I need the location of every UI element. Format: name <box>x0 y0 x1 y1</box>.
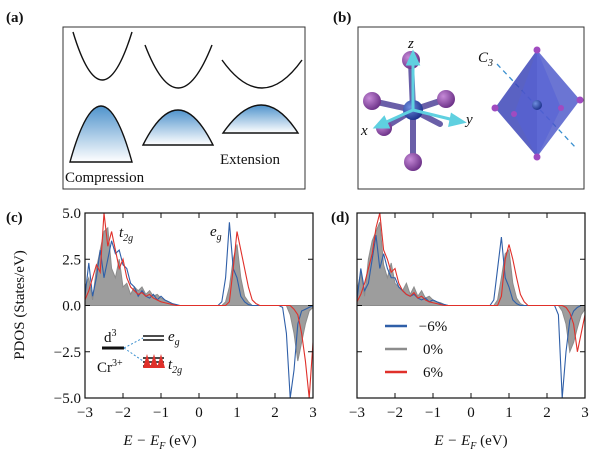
area <box>85 226 313 362</box>
x-tick-label: 3 <box>309 405 317 421</box>
x-tick-label: −2 <box>387 405 403 421</box>
line <box>85 213 313 398</box>
line <box>85 222 313 398</box>
panel-frame <box>62 26 306 190</box>
x-tick-label: 1 <box>505 405 513 421</box>
x-tick-label: −3 <box>349 405 365 421</box>
x-tick-label: −1 <box>425 405 441 421</box>
x-tick-label: −1 <box>153 405 169 421</box>
label: Extension <box>220 152 280 168</box>
inset-label: d3 <box>104 328 117 346</box>
panel-label: (d) <box>331 210 349 226</box>
octahedron-ball-stick <box>363 49 467 171</box>
y-tick-label: −5.0 <box>54 391 81 407</box>
y-axis-label: PDOS (States/eV) <box>12 250 28 360</box>
axis-name: x <box>360 123 368 139</box>
legend-label: 0% <box>423 342 443 358</box>
line <box>357 213 585 352</box>
annotation: t2g <box>119 225 133 244</box>
x-axis-label: E − EF (eV) <box>122 433 196 452</box>
series-group <box>85 213 313 398</box>
y-tick-label: 5.0 <box>62 206 81 222</box>
x-tick-label: 3 <box>581 405 589 421</box>
legend-label: −6% <box>419 319 447 335</box>
label: Compression <box>65 170 145 186</box>
axis-name: C3 <box>478 50 493 69</box>
x-tick-label: 0 <box>467 405 475 421</box>
annotation: eg <box>210 224 222 243</box>
y-tick-label: 2.5 <box>62 252 81 268</box>
panel-label: (a) <box>6 10 24 26</box>
level-inset <box>102 335 165 368</box>
legend-label: 6% <box>423 365 443 381</box>
x-tick-label: −3 <box>77 405 93 421</box>
panel-frame <box>357 26 585 190</box>
series-group <box>357 213 585 398</box>
x-tick-label: 2 <box>271 405 279 421</box>
panel-label: (c) <box>6 210 23 226</box>
inset-label: Cr3+ <box>97 358 123 376</box>
x-tick-label: 1 <box>233 405 241 421</box>
x-tick-label: 0 <box>195 405 203 421</box>
inset-label: t2g <box>168 357 182 376</box>
y-tick-label: 0.0 <box>62 299 81 315</box>
x-axis-label: E − EF (eV) <box>433 433 507 452</box>
bands-filled <box>69 104 300 163</box>
line <box>357 235 585 398</box>
y-tick-label: −2.5 <box>54 345 81 361</box>
x-tick-label: −2 <box>115 405 131 421</box>
x-tick-label: 2 <box>543 405 551 421</box>
axis-name: z <box>407 36 414 52</box>
area <box>357 222 585 354</box>
bands <box>72 31 303 89</box>
panel-label: (b) <box>333 10 351 26</box>
inset-label: eg <box>168 329 180 348</box>
axis-name: y <box>464 112 473 128</box>
octahedron-polyhedron <box>491 46 584 161</box>
